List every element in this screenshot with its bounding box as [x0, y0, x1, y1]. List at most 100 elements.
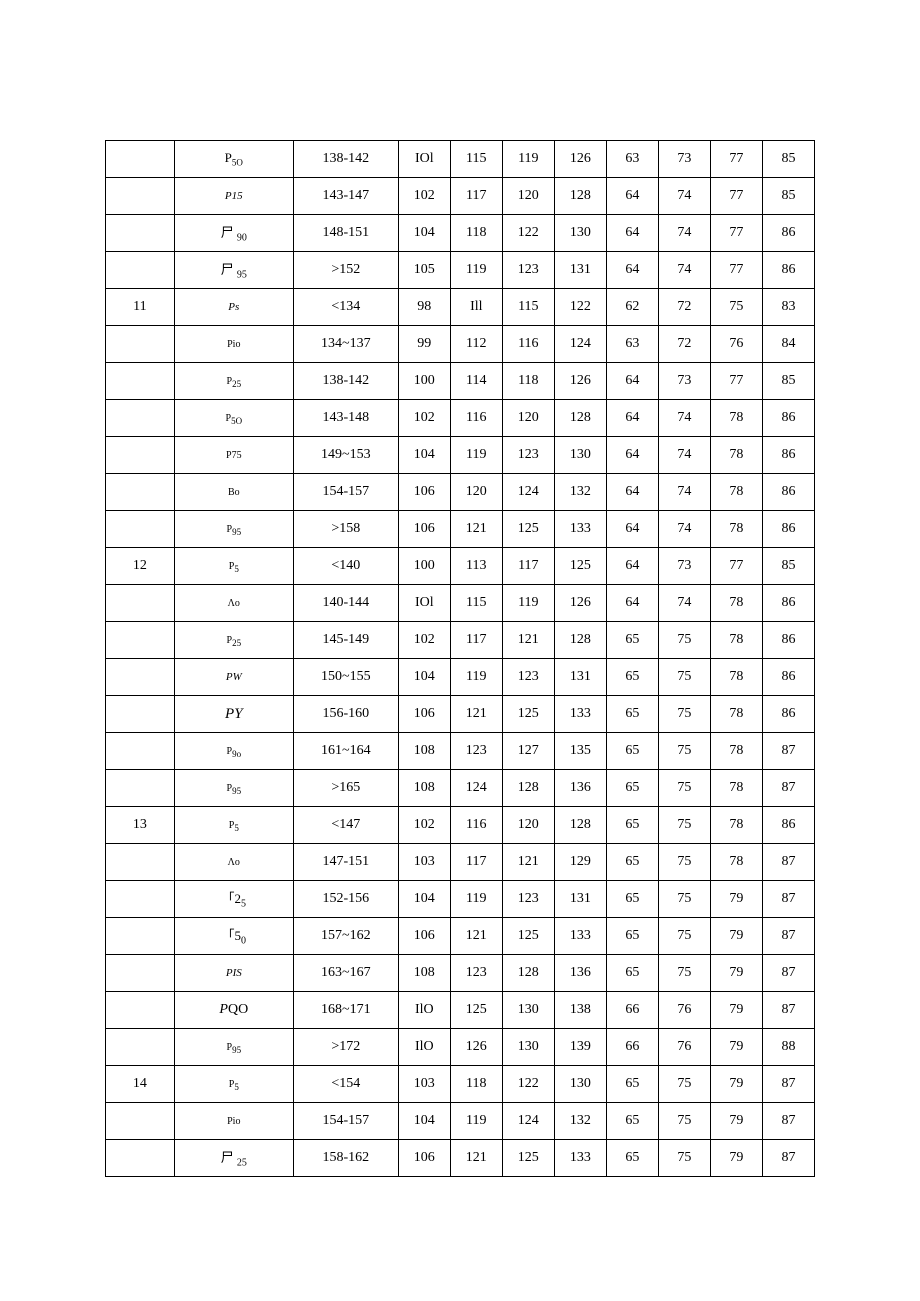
cell: PQO — [174, 992, 293, 1029]
cell: 119 — [450, 1103, 502, 1140]
cell: 78 — [710, 807, 762, 844]
cell: 77 — [710, 141, 762, 178]
cell: 130 — [502, 1029, 554, 1066]
table-row: PW150~15510411912313165757886 — [106, 659, 815, 696]
table-row: 11Ps<13498Ill11512262727583 — [106, 289, 815, 326]
cell: 117 — [450, 844, 502, 881]
cell: 130 — [502, 992, 554, 1029]
cell: 85 — [762, 548, 814, 585]
cell: 106 — [398, 918, 450, 955]
cell: 86 — [762, 474, 814, 511]
cell: 75 — [658, 770, 710, 807]
cell: 121 — [450, 511, 502, 548]
cell: 117 — [502, 548, 554, 585]
cell: 154-157 — [293, 1103, 398, 1140]
cell: 122 — [554, 289, 606, 326]
cell: >152 — [293, 252, 398, 289]
table-row: 14P5<15410311812213065757987 — [106, 1066, 815, 1103]
cell: 103 — [398, 844, 450, 881]
cell: 122 — [502, 215, 554, 252]
cell: 75 — [658, 659, 710, 696]
cell: 64 — [606, 437, 658, 474]
cell: 125 — [502, 1140, 554, 1177]
cell — [106, 696, 175, 733]
cell: 119 — [502, 585, 554, 622]
cell: 65 — [606, 955, 658, 992]
cell — [106, 659, 175, 696]
cell: 154-157 — [293, 474, 398, 511]
cell: 123 — [450, 955, 502, 992]
cell: 75 — [658, 622, 710, 659]
cell: 133 — [554, 918, 606, 955]
table-row: 12P5<14010011311712564737785 — [106, 548, 815, 585]
cell: 74 — [658, 178, 710, 215]
table-row: 「25152-15610411912313165757987 — [106, 881, 815, 918]
table-row: P5O143-14810211612012864747886 — [106, 400, 815, 437]
cell: 87 — [762, 733, 814, 770]
cell: P25 — [174, 363, 293, 400]
cell: 77 — [710, 363, 762, 400]
cell: 75 — [658, 733, 710, 770]
cell: 64 — [606, 252, 658, 289]
cell: 78 — [710, 400, 762, 437]
cell: 130 — [554, 215, 606, 252]
cell: 65 — [606, 770, 658, 807]
cell: 74 — [658, 585, 710, 622]
cell: 尸 90 — [174, 215, 293, 252]
cell — [106, 511, 175, 548]
cell: 65 — [606, 881, 658, 918]
cell: 79 — [710, 1103, 762, 1140]
cell: >165 — [293, 770, 398, 807]
cell: 86 — [762, 659, 814, 696]
cell: 121 — [450, 918, 502, 955]
cell: 77 — [710, 178, 762, 215]
cell: 尸 95 — [174, 252, 293, 289]
cell: 86 — [762, 585, 814, 622]
cell: P25 — [174, 622, 293, 659]
cell: Ill — [450, 289, 502, 326]
cell — [106, 622, 175, 659]
cell: 126 — [554, 585, 606, 622]
cell: 83 — [762, 289, 814, 326]
cell: 139 — [554, 1029, 606, 1066]
cell: 108 — [398, 955, 450, 992]
table-row: PIS163~16710812312813665757987 — [106, 955, 815, 992]
cell: 128 — [554, 622, 606, 659]
table-row: Λo140-144IOl11511912664747886 — [106, 585, 815, 622]
cell: 76 — [658, 992, 710, 1029]
cell: 157~162 — [293, 918, 398, 955]
cell: 65 — [606, 696, 658, 733]
cell — [106, 363, 175, 400]
cell: 74 — [658, 511, 710, 548]
table-row: P9o161~16410812312713565757887 — [106, 733, 815, 770]
cell: Pio — [174, 1103, 293, 1140]
cell — [106, 141, 175, 178]
cell: 99 — [398, 326, 450, 363]
cell: 143-147 — [293, 178, 398, 215]
table-row: 「50157~16210612112513365757987 — [106, 918, 815, 955]
cell: 12 — [106, 548, 175, 585]
cell: 79 — [710, 955, 762, 992]
cell: 75 — [658, 1140, 710, 1177]
cell: 102 — [398, 807, 450, 844]
table-row: Λo147-15110311712112965757887 — [106, 844, 815, 881]
cell: 104 — [398, 659, 450, 696]
cell: 114 — [450, 363, 502, 400]
cell: <134 — [293, 289, 398, 326]
cell: 100 — [398, 363, 450, 400]
cell — [106, 437, 175, 474]
cell: 73 — [658, 363, 710, 400]
cell: 123 — [502, 437, 554, 474]
cell: 156-160 — [293, 696, 398, 733]
cell: <147 — [293, 807, 398, 844]
cell: 74 — [658, 400, 710, 437]
cell: 79 — [710, 1140, 762, 1177]
cell — [106, 252, 175, 289]
cell: 121 — [502, 622, 554, 659]
cell: 72 — [658, 289, 710, 326]
cell: 102 — [398, 622, 450, 659]
cell: 65 — [606, 659, 658, 696]
cell: 115 — [450, 141, 502, 178]
cell: 87 — [762, 1103, 814, 1140]
cell: 73 — [658, 548, 710, 585]
